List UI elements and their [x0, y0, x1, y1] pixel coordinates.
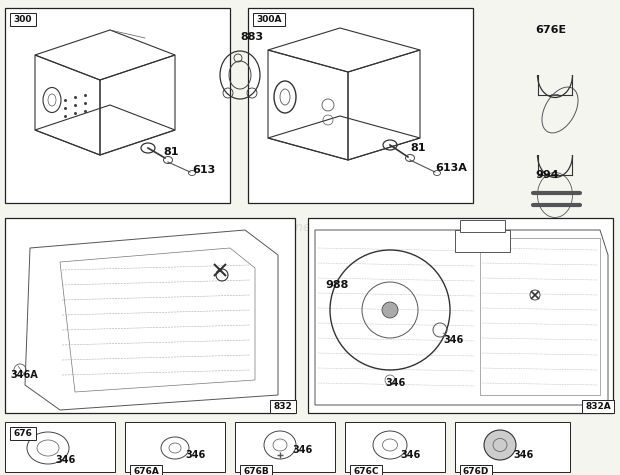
Text: 346: 346: [55, 455, 75, 465]
Bar: [240, 465, 272, 475]
Bar: [235, 422, 335, 472]
Text: 346: 346: [443, 335, 463, 345]
Bar: [5, 8, 230, 203]
Text: 676: 676: [13, 429, 32, 438]
Text: 832: 832: [273, 402, 292, 411]
Bar: [5, 422, 115, 472]
Text: 994: 994: [535, 170, 559, 180]
Bar: [253, 13, 285, 26]
Bar: [5, 218, 295, 413]
Text: 676D: 676D: [463, 467, 489, 475]
Text: 346: 346: [400, 450, 420, 460]
Bar: [455, 230, 510, 252]
Bar: [130, 465, 162, 475]
Bar: [125, 422, 225, 472]
Text: 832A: 832A: [585, 402, 611, 411]
Bar: [248, 8, 473, 203]
Bar: [350, 465, 382, 475]
Bar: [460, 465, 492, 475]
Text: eReplacementParts.com: eReplacementParts.com: [234, 221, 386, 234]
Text: 883: 883: [240, 32, 263, 42]
Text: 676A: 676A: [133, 467, 159, 475]
Text: 613: 613: [192, 165, 215, 175]
Text: 346: 346: [185, 450, 205, 460]
Text: 81: 81: [163, 147, 179, 157]
Bar: [345, 422, 445, 472]
Text: 81: 81: [410, 143, 425, 153]
Bar: [10, 13, 35, 26]
Text: 300A: 300A: [256, 15, 281, 24]
Bar: [460, 220, 505, 232]
Text: 346: 346: [385, 378, 405, 388]
Bar: [10, 427, 35, 440]
Text: 676C: 676C: [353, 467, 379, 475]
Text: 613A: 613A: [435, 163, 467, 173]
Text: 676E: 676E: [535, 25, 566, 35]
Bar: [270, 400, 296, 413]
Text: 346A: 346A: [10, 370, 38, 380]
Bar: [582, 400, 614, 413]
Circle shape: [382, 302, 398, 318]
Bar: [455, 422, 570, 472]
Text: 300: 300: [14, 15, 32, 24]
Text: 988: 988: [325, 280, 348, 290]
Text: 676B: 676B: [243, 467, 269, 475]
Text: 346: 346: [292, 445, 312, 455]
Text: 346: 346: [513, 450, 533, 460]
Ellipse shape: [484, 430, 516, 460]
Bar: [308, 218, 613, 413]
